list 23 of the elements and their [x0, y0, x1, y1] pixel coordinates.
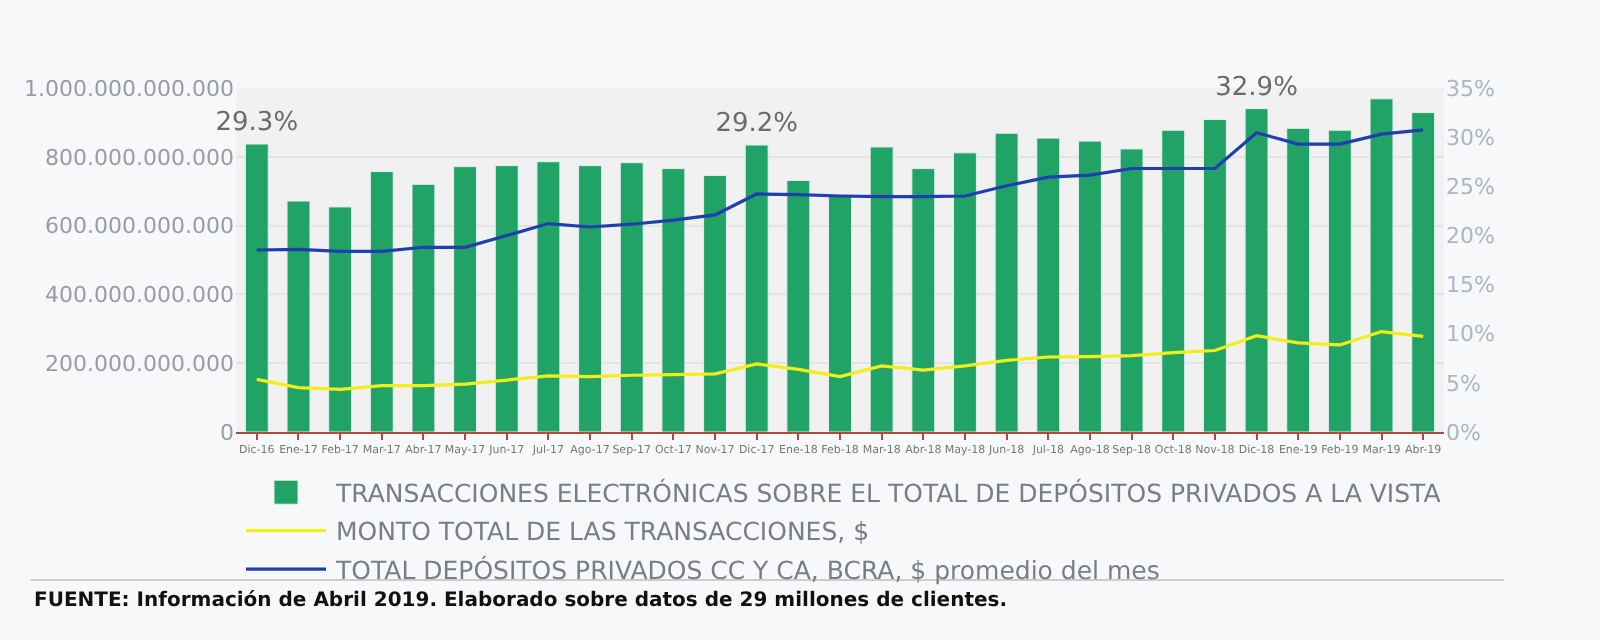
legend-label: MONTO TOTAL DE LAS TRANSACCIONES, $ — [336, 516, 870, 547]
y2-tick-label: 0% — [1446, 419, 1481, 446]
y-tick-label: 0 — [220, 419, 234, 446]
y-tick-label: 800.000.000.000 — [45, 144, 234, 171]
line-series — [255, 329, 1425, 391]
data-label: 32.9% — [1215, 72, 1298, 103]
y-tick-label: 400.000.000.000 — [45, 282, 234, 309]
source-note: FUENTE: Información de Abril 2019. Elaborado sobre datos de 29 millones de clientes. — [34, 590, 1008, 612]
legend-label: TOTAL DEPÓSITOS PRIVADOS CC Y CA, BCRA, $ promedio del mes — [334, 554, 1160, 585]
y2-tick-label: 5% — [1446, 370, 1481, 397]
y2-tick-label: 35% — [1446, 75, 1495, 102]
y-tick-label: 600.000.000.000 — [45, 213, 234, 240]
y2-tick-label: 10% — [1446, 321, 1495, 348]
data-label: 29.3% — [215, 108, 299, 139]
y-tick-label: 200.000.000.000 — [45, 350, 234, 377]
legend-label: TRANSACCIONES ELECTRÓNICAS SOBRE EL TOTAL DE DEPÓSITOS PRIVADOS A LA VISTA — [334, 477, 1442, 508]
y-tick-label: 1.000.000.000.000 — [24, 75, 234, 102]
y2-tick-label: 25% — [1446, 173, 1495, 200]
line-series — [255, 128, 1425, 253]
y2-tick-label: 20% — [1446, 223, 1495, 250]
y2-tick-label: 15% — [1446, 272, 1495, 299]
y2-tick-label: 30% — [1446, 124, 1495, 151]
data-label: 29.2% — [715, 109, 798, 139]
